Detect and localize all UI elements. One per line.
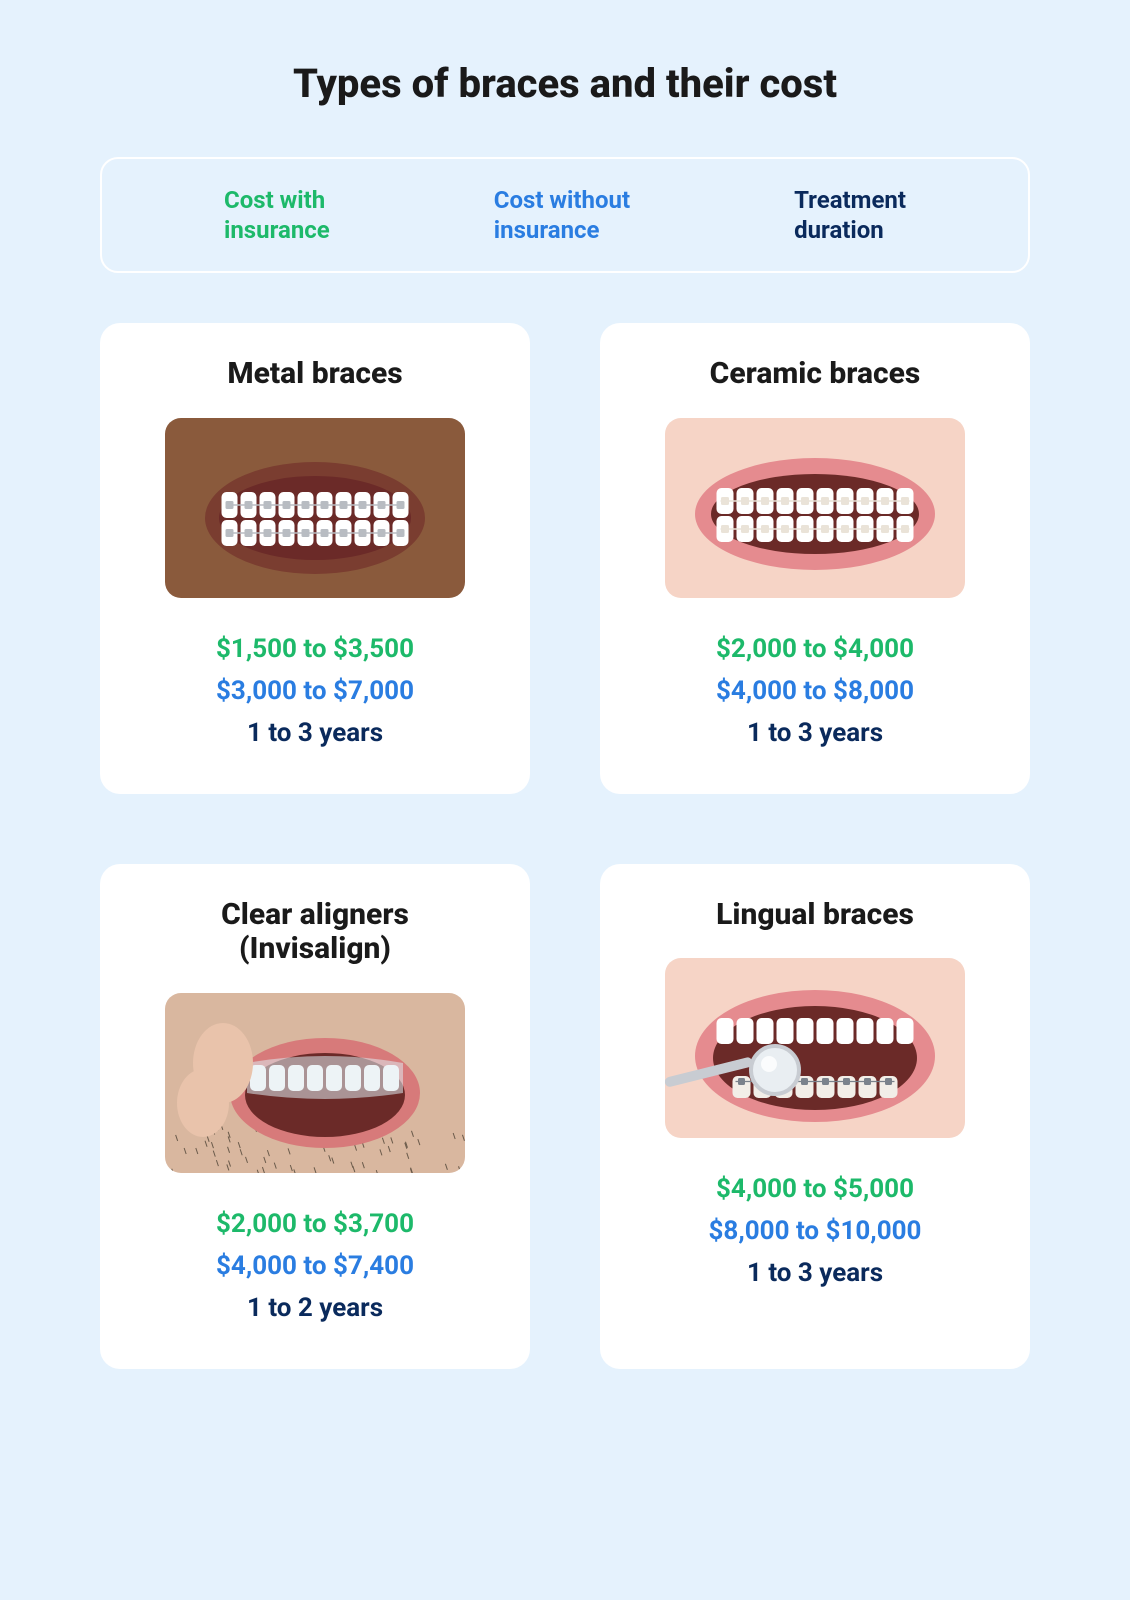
smile-clear-aligners-icon (165, 993, 465, 1173)
legend-duration: Treatment duration (794, 185, 906, 245)
stat-duration: 1 to 3 years (747, 718, 883, 748)
stat-without-insurance: $4,000 to $7,400 (216, 1251, 414, 1281)
card-title: Metal braces (227, 357, 402, 392)
card-3: Lingual braces $4,000 to $5,000 $8,000 to… (600, 864, 1030, 1369)
smile-ceramic-braces-icon (665, 418, 965, 598)
card-2: Clear aligners (Invisalign) $2,000 to $3… (100, 864, 530, 1369)
card-title: Clear aligners (Invisalign) (221, 898, 409, 967)
page-title: Types of braces and their cost (100, 60, 1030, 107)
stat-duration: 1 to 2 years (247, 1293, 383, 1323)
stat-without-insurance: $3,000 to $7,000 (216, 676, 414, 706)
card-title: Lingual braces (716, 898, 914, 933)
stat-with-insurance: $4,000 to $5,000 (716, 1174, 914, 1204)
card-1: Ceramic braces $2,000 to $4,000 $4,000 to… (600, 323, 1030, 794)
stat-without-insurance: $8,000 to $10,000 (709, 1216, 922, 1246)
stat-with-insurance: $2,000 to $4,000 (716, 634, 914, 664)
stat-without-insurance: $4,000 to $8,000 (716, 676, 914, 706)
smile-lingual-braces-icon (665, 958, 965, 1138)
legend: Cost with insurance Cost without insuran… (100, 157, 1030, 273)
cards-grid: Metal braces $1,500 to $3,500 $3,000 to $… (100, 323, 1030, 1369)
stat-with-insurance: $1,500 to $3,500 (216, 634, 414, 664)
stat-duration: 1 to 3 years (747, 1258, 883, 1288)
stat-with-insurance: $2,000 to $3,700 (216, 1209, 414, 1239)
smile-metal-braces-icon (165, 418, 465, 598)
card-title: Ceramic braces (710, 357, 921, 392)
legend-with-insurance: Cost with insurance (224, 185, 330, 245)
card-0: Metal braces $1,500 to $3,500 $3,000 to $… (100, 323, 530, 794)
legend-without-insurance: Cost without insurance (494, 185, 630, 245)
stat-duration: 1 to 3 years (247, 718, 383, 748)
